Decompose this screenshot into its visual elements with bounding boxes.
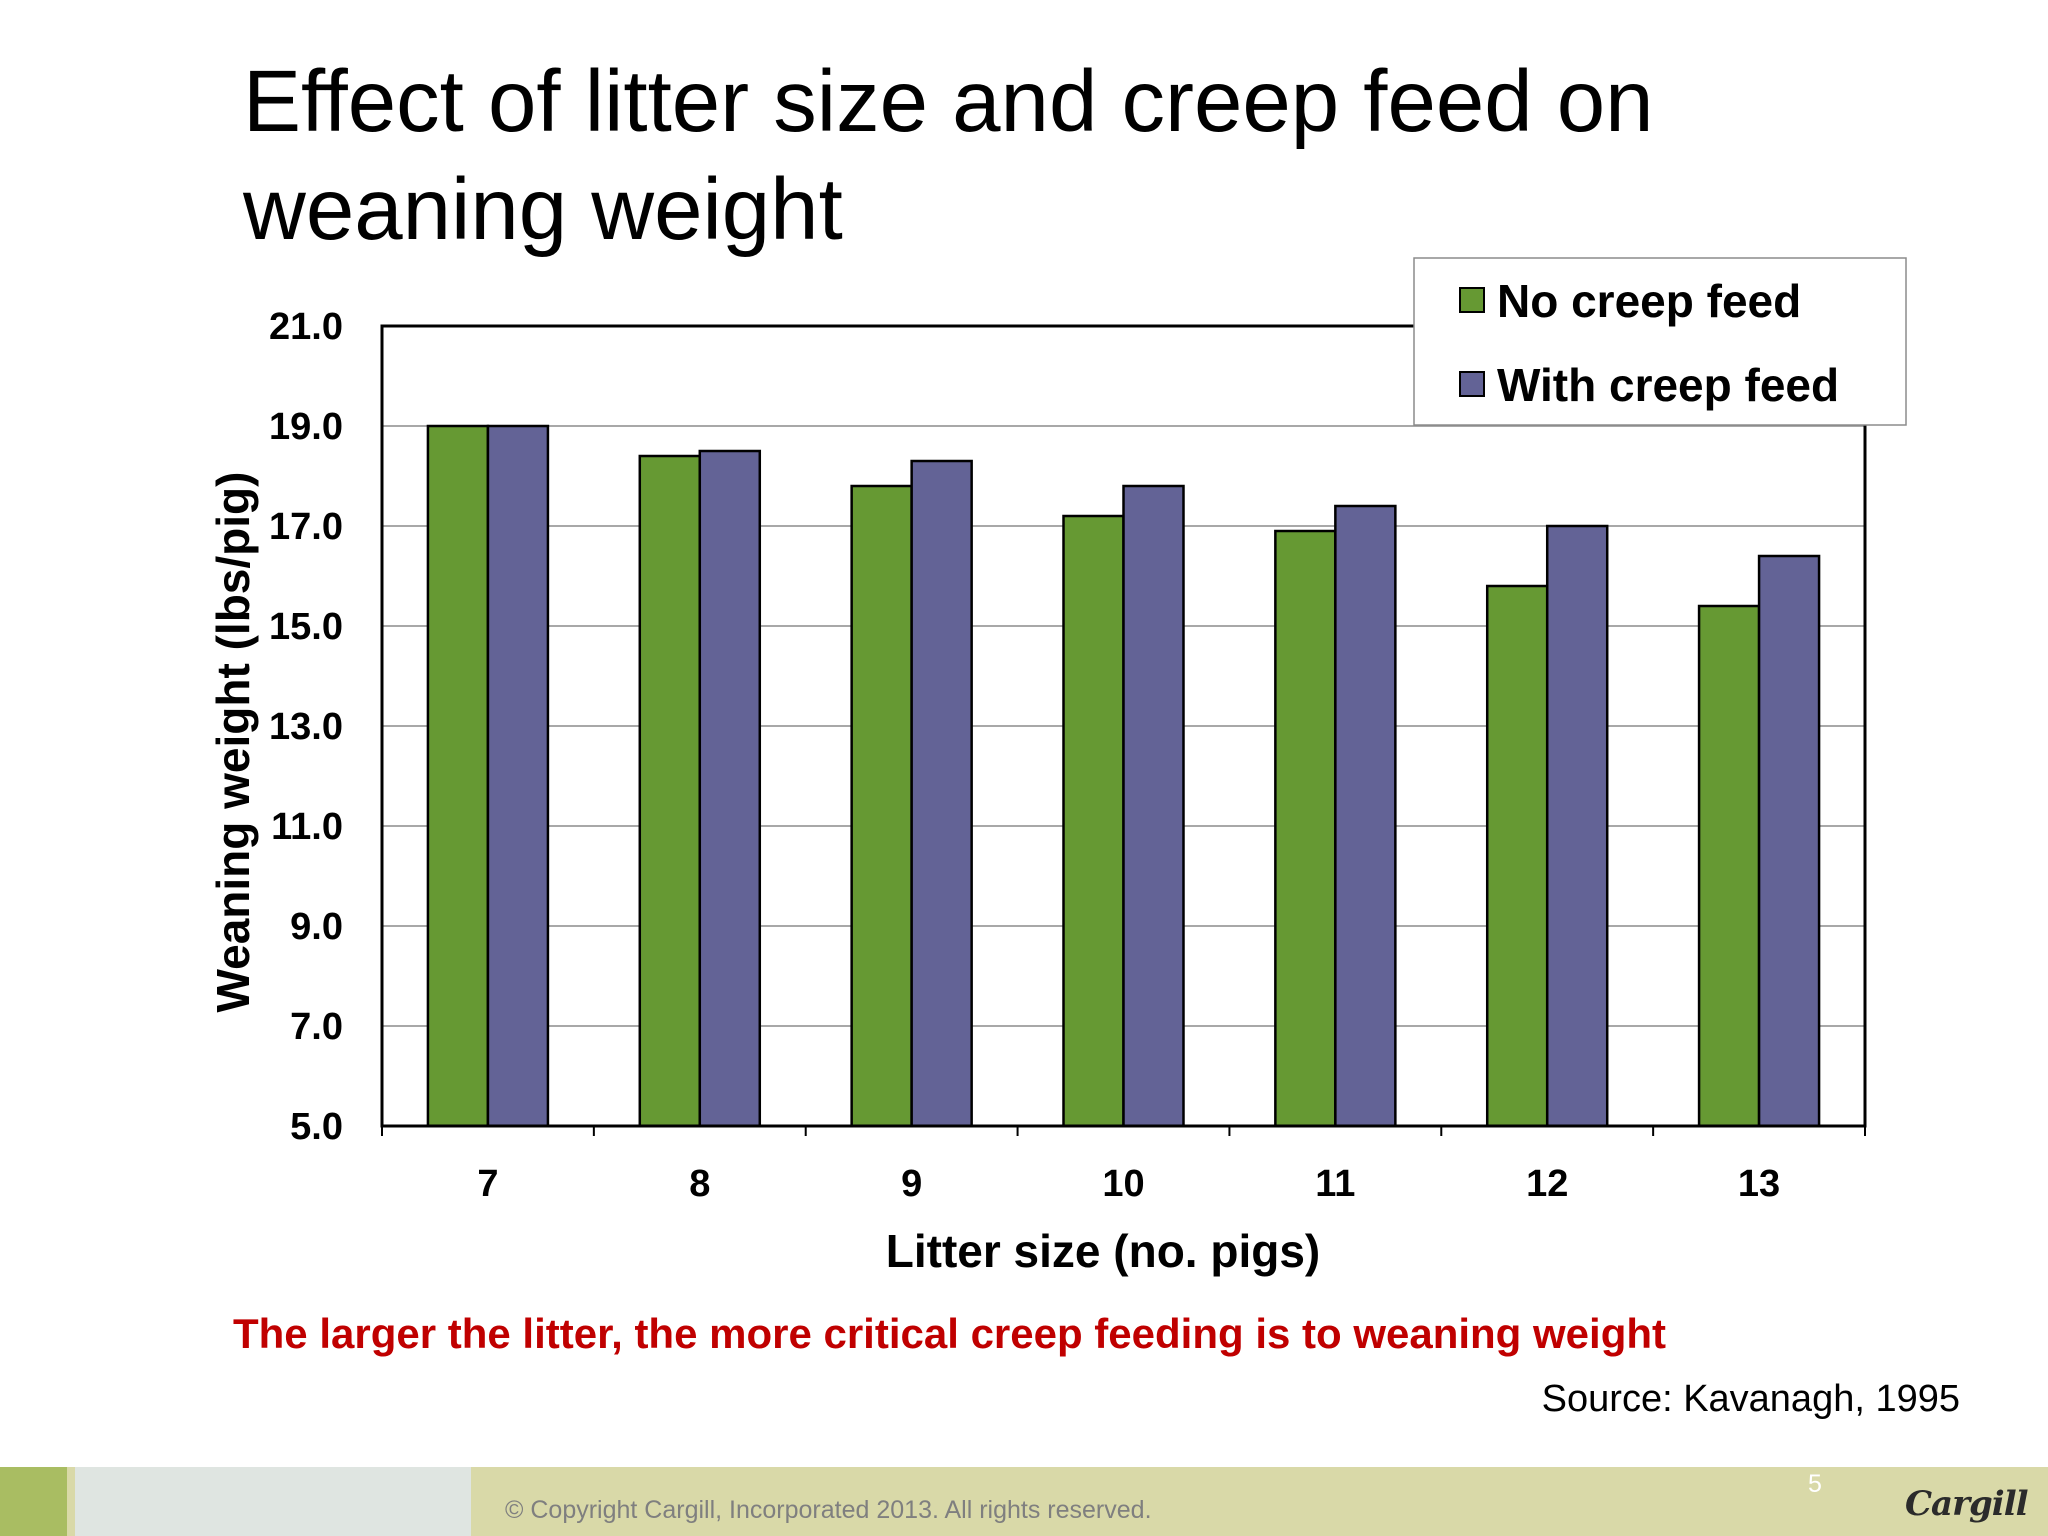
copyright-notice: © Copyright Cargill, Incorporated 2013. …: [505, 1496, 1152, 1524]
y-tick-label: 5.0: [290, 1106, 343, 1148]
x-tick-label: 9: [901, 1163, 922, 1205]
axes: [380, 324, 1867, 1136]
x-tick-label: 11: [1315, 1163, 1355, 1205]
page-number: 5: [1808, 1470, 1822, 1498]
x-axis-title: Litter size (no. pigs): [886, 1225, 1320, 1277]
bar-no-creep-9: [850, 484, 913, 1128]
slide-title-line-2: weaning weight: [243, 161, 843, 258]
legend-frame: [1413, 257, 1907, 426]
y-axis-title: Weaning weight (lbs/pig): [207, 472, 259, 1013]
x-tick-label: 7: [477, 1163, 498, 1205]
bar-chart: 5.0 7.0 9.0 11.0 13.0 15.0 17.0 19.0 21.0 7 8 9 10 1…: [207, 257, 1907, 1277]
legend: No creep feed With creep feed: [1413, 257, 1907, 426]
legend-label-no-creep: No creep feed: [1497, 275, 1801, 327]
bar-no-creep-11: [1274, 529, 1337, 1128]
y-tick-label: 7.0: [290, 1006, 343, 1048]
bar-no-creep-7: [426, 424, 490, 1128]
legend-swatch-no-creep: [1459, 287, 1485, 313]
bar-with-creep-13: [1757, 554, 1821, 1128]
legend-swatch-with-creep: [1459, 371, 1485, 397]
bar-no-creep-12: [1485, 584, 1549, 1128]
legend-label-with-creep: With creep feed: [1497, 359, 1839, 411]
y-tick-labels: 5.0 7.0 9.0 11.0 13.0 15.0 17.0 19.0 21.0: [269, 306, 343, 1148]
bar-no-creep-10: [1062, 514, 1125, 1128]
bar-with-creep-9: [910, 459, 973, 1128]
bar-with-creep-11: [1334, 504, 1397, 1128]
source-citation: Source: Kavanagh, 1995: [1541, 1378, 1960, 1420]
bar-with-creep-7: [486, 424, 550, 1128]
x-tick-label: 12: [1526, 1163, 1568, 1205]
bars: [426, 424, 1821, 1128]
footer-accent-green: [0, 1467, 67, 1536]
bar-with-creep-12: [1545, 524, 1609, 1128]
y-tick-label: 13.0: [269, 706, 343, 748]
y-tick-label: 11.0: [271, 806, 343, 848]
y-tick-label: 17.0: [269, 506, 343, 548]
footer-accent-grey: [75, 1467, 471, 1536]
bar-no-creep-8: [638, 454, 702, 1128]
slide-title: Effect of litter size and creep feed on …: [243, 48, 1843, 264]
x-tick-label: 10: [1102, 1163, 1144, 1205]
bar-with-creep-8: [698, 449, 762, 1128]
x-tick-label: 8: [689, 1163, 710, 1205]
cargill-logo: Cargill: [1905, 1484, 2029, 1524]
bar-with-creep-10: [1122, 484, 1185, 1128]
y-tick-label: 21.0: [269, 306, 343, 348]
y-tick-label: 9.0: [290, 906, 343, 948]
x-tick-labels: 7 8 9 10 11 12 13: [477, 1163, 1780, 1205]
takeaway-text: The larger the litter, the more critical…: [233, 1310, 1667, 1357]
y-tick-label: 15.0: [269, 606, 343, 648]
plot-frame: [380, 324, 1867, 1128]
y-tick-label: 19.0: [269, 406, 343, 448]
slide-title-line-1: Effect of litter size and creep feed on: [243, 53, 1654, 150]
x-tick-label: 13: [1738, 1163, 1780, 1205]
bar-no-creep-13: [1697, 604, 1761, 1128]
